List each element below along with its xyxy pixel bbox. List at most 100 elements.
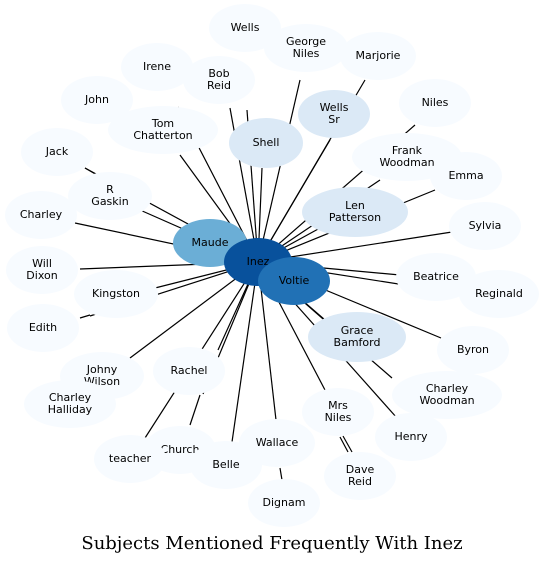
node-charley-halliday-label: Charley Halliday bbox=[48, 391, 93, 416]
node-sylvia-label: Sylvia bbox=[469, 219, 502, 232]
node-emma: Emma bbox=[430, 152, 502, 200]
node-charley-woodman-shape bbox=[392, 371, 502, 419]
edge-spur-3 bbox=[189, 394, 201, 426]
node-niles-label: Niles bbox=[422, 96, 449, 109]
node-inez-center-label: Inez bbox=[247, 255, 270, 268]
node-will-dixon-label: Will Dixon bbox=[26, 257, 57, 282]
node-charley-halliday: Charley Halliday bbox=[24, 380, 116, 428]
node-will-dixon: Will Dixon bbox=[6, 246, 78, 294]
node-teacher: teacher bbox=[94, 435, 166, 483]
node-reginald-label: Reginald bbox=[475, 287, 523, 300]
node-wallace-label: Wallace bbox=[256, 436, 299, 449]
node-wells: Wells bbox=[209, 4, 281, 52]
node-dave-reid-shape bbox=[324, 452, 396, 500]
node-wells-label: Wells bbox=[231, 21, 260, 34]
node-george-niles-shape bbox=[264, 24, 348, 72]
node-charley-label: Charley bbox=[20, 208, 63, 221]
node-wells-sr-label: Wells Sr bbox=[320, 101, 349, 126]
node-bob-reid-label: Bob Reid bbox=[207, 67, 231, 92]
node-wells-sr: Wells Sr bbox=[298, 90, 370, 138]
node-marjorie: Marjorie bbox=[340, 32, 416, 80]
node-charley: Charley bbox=[5, 191, 77, 239]
node-george-niles-label: George Niles bbox=[286, 35, 326, 60]
node-jack: Jack bbox=[21, 128, 93, 176]
node-kingston-shape bbox=[74, 270, 158, 318]
edge-inez-1 bbox=[257, 79, 301, 263]
node-henry-shape bbox=[375, 413, 447, 461]
node-jack-label: Jack bbox=[45, 145, 69, 158]
node-emma-label: Emma bbox=[448, 169, 483, 182]
node-beatrice-label: Beatrice bbox=[413, 270, 459, 283]
edge-spur-5 bbox=[342, 435, 353, 453]
diagram-title: Subjects Mentioned Frequently With Inez bbox=[81, 533, 462, 554]
node-voltie-label: Voltie bbox=[279, 274, 310, 287]
node-beatrice: Beatrice bbox=[396, 253, 476, 301]
node-george-niles: George Niles bbox=[264, 24, 348, 72]
node-kingston-label: Kingston bbox=[92, 287, 140, 300]
node-reginald-shape bbox=[459, 270, 539, 318]
node-beatrice-shape bbox=[396, 253, 476, 301]
node-wells-sr-shape bbox=[298, 90, 370, 138]
node-voltie-shape bbox=[258, 257, 330, 305]
edge-spur-4 bbox=[279, 467, 283, 481]
node-john-label: John bbox=[84, 93, 109, 106]
node-irene: Irene bbox=[121, 43, 193, 91]
node-tom-chatterton: Tom Chatterton bbox=[108, 106, 218, 154]
node-byron-label: Byron bbox=[457, 343, 489, 356]
node-reginald: Reginald bbox=[459, 270, 539, 318]
node-john-shape bbox=[61, 76, 133, 124]
node-byron: Byron bbox=[437, 326, 509, 374]
node-rachel-shape bbox=[153, 347, 225, 395]
node-charley-halliday-shape bbox=[24, 380, 116, 428]
nodes-layer: Wells George Niles Marjorie Irene Bob Reid John… bbox=[5, 4, 539, 527]
node-frank-woodman-label: Frank Woodman bbox=[379, 144, 434, 169]
node-r-gaskin-label: R Gaskin bbox=[91, 183, 128, 208]
node-henry-label: Henry bbox=[394, 430, 428, 443]
node-marjorie-shape bbox=[340, 32, 416, 80]
node-irene-label: Irene bbox=[143, 60, 171, 73]
node-edith-shape bbox=[7, 304, 79, 352]
node-niles-shape bbox=[399, 79, 471, 127]
node-kingston: Kingston bbox=[74, 270, 158, 318]
node-marjorie-label: Marjorie bbox=[356, 49, 401, 62]
node-sylvia-shape bbox=[449, 202, 521, 250]
node-belle-shape bbox=[190, 441, 262, 489]
node-mrs-niles: Mrs Niles bbox=[302, 388, 374, 436]
node-shell-label: Shell bbox=[253, 136, 280, 149]
node-dignam-label: Dignam bbox=[263, 496, 306, 509]
node-shell: Shell bbox=[229, 118, 303, 168]
node-bob-reid-shape bbox=[183, 56, 255, 104]
node-edith: Edith bbox=[7, 304, 79, 352]
node-maude-label: Maude bbox=[192, 236, 229, 249]
node-wells-shape bbox=[209, 4, 281, 52]
node-charley-shape bbox=[5, 191, 77, 239]
node-edith-label: Edith bbox=[29, 321, 57, 334]
node-len-patterson-shape bbox=[302, 187, 408, 237]
node-emma-shape bbox=[430, 152, 502, 200]
node-henry: Henry bbox=[375, 413, 447, 461]
node-john: John bbox=[61, 76, 133, 124]
node-tom-chatterton-label: Tom Chatterton bbox=[133, 117, 192, 142]
node-grace-bamford-label: Grace Bamford bbox=[334, 324, 381, 349]
node-bob-reid: Bob Reid bbox=[183, 56, 255, 104]
node-sylvia: Sylvia bbox=[449, 202, 521, 250]
node-shell-shape bbox=[229, 118, 303, 168]
node-teacher-shape bbox=[94, 435, 166, 483]
edge-inez-35 bbox=[231, 261, 259, 443]
node-rachel: Rachel bbox=[153, 347, 225, 395]
node-church-label: Church bbox=[161, 443, 200, 456]
node-dave-reid: Dave Reid bbox=[324, 452, 396, 500]
node-teacher-label: teacher bbox=[109, 452, 152, 465]
edge-spur-1 bbox=[79, 314, 91, 319]
node-len-patterson-label: Len Patterson bbox=[329, 199, 381, 224]
node-charley-woodman: Charley Woodman bbox=[392, 371, 502, 419]
node-dignam-shape bbox=[248, 479, 320, 527]
node-dave-reid-label: Dave Reid bbox=[346, 463, 375, 488]
node-len-patterson: Len Patterson bbox=[302, 187, 408, 237]
node-jack-shape bbox=[21, 128, 93, 176]
node-irene-shape bbox=[121, 43, 193, 91]
node-byron-shape bbox=[437, 326, 509, 374]
node-charley-woodman-label: Charley Woodman bbox=[419, 382, 474, 407]
